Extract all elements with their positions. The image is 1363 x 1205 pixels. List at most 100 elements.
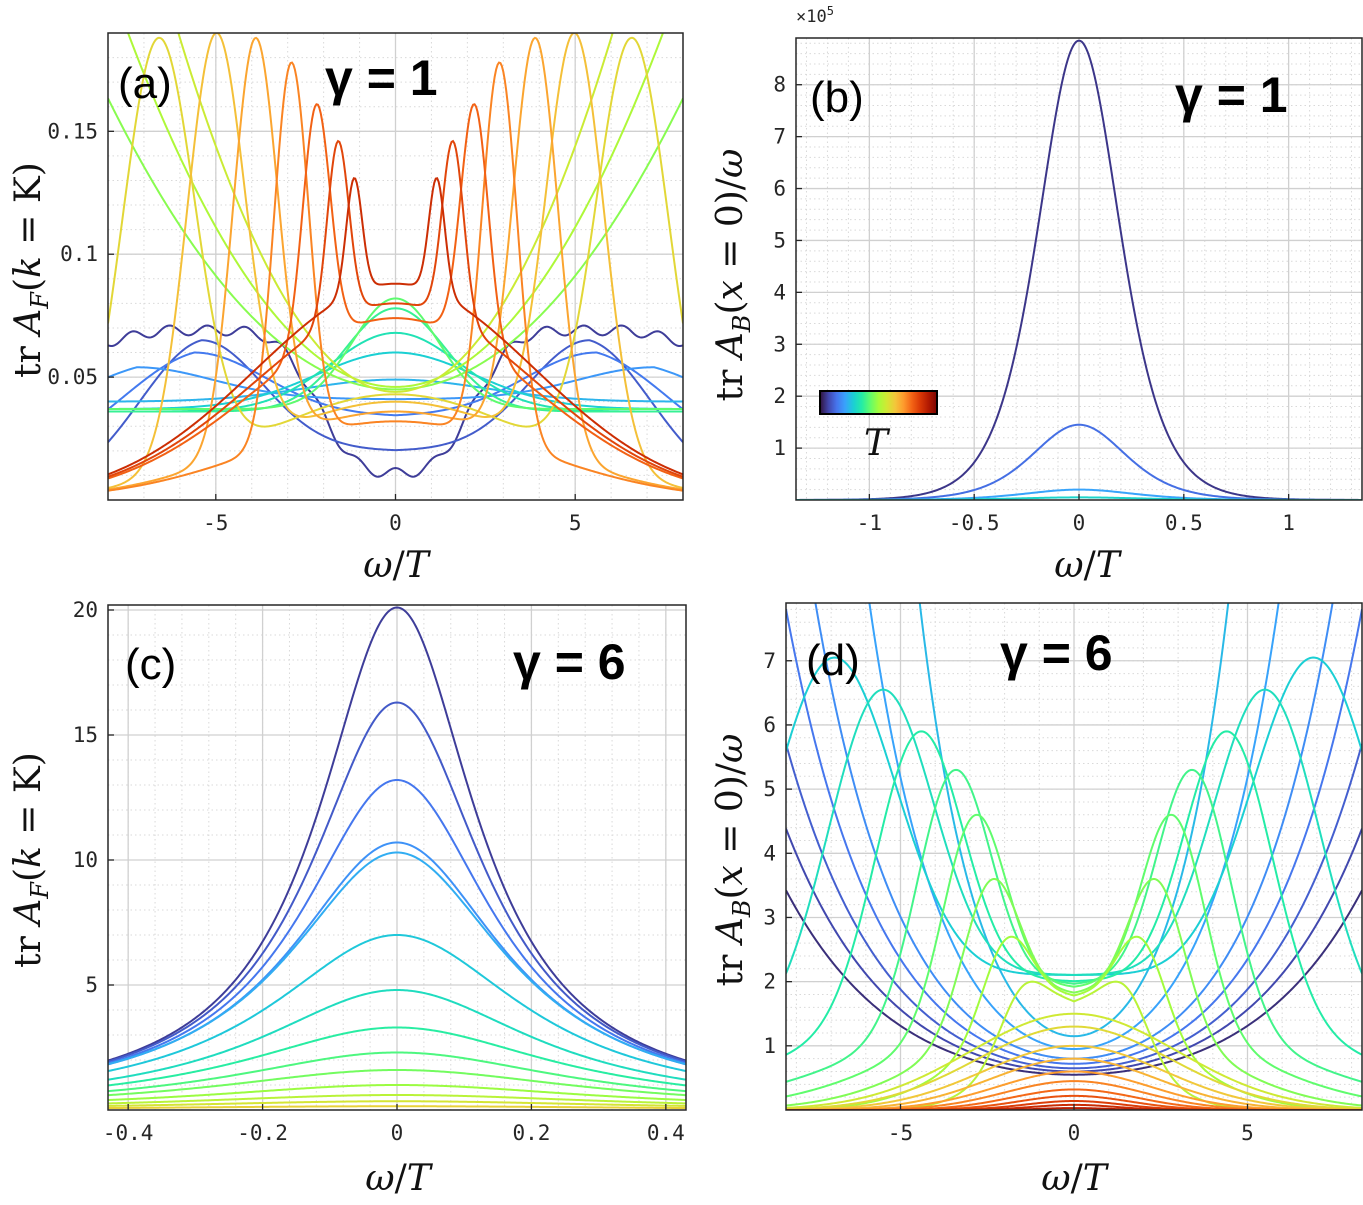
panel-label-a: (a) xyxy=(118,59,172,108)
x-tick-label: 5 xyxy=(1241,1121,1254,1145)
colorbar-label: T xyxy=(864,423,891,464)
gamma-label-c: γ = 6 xyxy=(513,634,626,690)
series-line xyxy=(108,324,683,478)
y-tick-label: 6 xyxy=(773,177,786,201)
y-multiplier-b: ×105 xyxy=(796,4,834,27)
panel-label-d: (d) xyxy=(806,636,860,685)
ylabel-a: tr AF(k = K) xyxy=(8,162,54,378)
y-tick-label: 8 xyxy=(773,73,786,97)
series-line xyxy=(108,351,683,417)
panel-d: -5 0 5 1 2 3 4 5 6 7 xyxy=(763,602,1363,1145)
panel-label-b: (b) xyxy=(810,73,864,122)
curves xyxy=(108,606,686,1110)
series-line xyxy=(108,1094,686,1105)
y-tick-label: 7 xyxy=(763,649,776,673)
x-tick-label: -0.2 xyxy=(237,1121,288,1145)
panel-label-c: (c) xyxy=(125,640,176,689)
panel-a: -5 0 5 0.05 0.1 0.15 xyxy=(47,32,684,535)
series-line xyxy=(786,1100,1362,1110)
colorbar xyxy=(819,390,938,415)
series-line xyxy=(786,1025,1362,1110)
series-line xyxy=(108,339,683,452)
gamma-label-a: γ = 1 xyxy=(325,50,438,106)
x-tick-label: -5 xyxy=(888,1121,913,1145)
series-line xyxy=(108,778,686,1065)
series-line xyxy=(786,877,1362,1107)
y-tick-label: 3 xyxy=(763,905,776,929)
series-line xyxy=(108,351,683,410)
series-line xyxy=(108,307,683,413)
y-tick-label: 5 xyxy=(763,777,776,801)
series-line xyxy=(108,851,686,1066)
y-tick-label: 2 xyxy=(773,384,786,408)
series-line xyxy=(786,1057,1362,1110)
series-line xyxy=(786,688,1362,976)
series-line xyxy=(786,768,1362,1083)
series-line xyxy=(786,609,1362,1065)
x-tick-label: 0 xyxy=(389,511,402,535)
y-tick-label: 10 xyxy=(73,848,98,872)
y-tick-label: 0.05 xyxy=(47,365,98,389)
series-line xyxy=(786,813,1362,1098)
series-line xyxy=(786,1044,1362,1110)
series-line xyxy=(108,988,686,1081)
xlabel-c: ω/T xyxy=(365,1158,434,1199)
x-tick-label: 5 xyxy=(569,511,582,535)
series-line xyxy=(108,1026,686,1087)
x-tick-label: 0 xyxy=(1068,1121,1081,1145)
x-tick-label: 0 xyxy=(391,1121,404,1145)
series-line xyxy=(868,603,1280,1051)
ylabel-b: tr AB(x = 0)/ω xyxy=(710,149,756,402)
x-tick-label: -0.4 xyxy=(103,1121,154,1145)
series-line xyxy=(786,730,1362,1056)
ylabel-c: tr AF(k = K) xyxy=(8,752,54,968)
series-line xyxy=(108,36,683,428)
series-line xyxy=(108,933,686,1073)
y-tick-label: 1 xyxy=(763,1034,776,1058)
y-tick-label: 3 xyxy=(773,332,786,356)
series-line xyxy=(108,36,683,491)
series-line xyxy=(108,61,683,492)
panel-c: -0.4 -0.2 0 0.2 0.4 5 10 15 20 xyxy=(73,598,687,1145)
x-tick-label: -0.5 xyxy=(949,511,1000,535)
series-line xyxy=(108,1051,686,1093)
xlabel-a: ω/T xyxy=(363,545,432,586)
x-tick-label: -1 xyxy=(857,511,882,535)
y-tick-label: 2 xyxy=(763,970,776,994)
y-tick-label: 5 xyxy=(773,228,786,252)
xlabel-d: ω/T xyxy=(1041,1158,1110,1199)
x-tick-label: 0.5 xyxy=(1165,511,1203,535)
y-tick-label: 5 xyxy=(85,973,98,997)
series-line xyxy=(108,177,683,476)
series-line xyxy=(108,1069,686,1097)
x-tick-label: 0.4 xyxy=(647,1121,685,1145)
y-tick-label: 20 xyxy=(73,598,98,622)
ylabel-d: tr AB(x = 0)/ω xyxy=(710,734,756,987)
y-tick-label: 1 xyxy=(773,436,786,460)
series-line xyxy=(108,378,683,403)
series-line xyxy=(126,33,665,388)
xlabel-b: ω/T xyxy=(1054,545,1123,586)
x-tick-label: 0 xyxy=(1073,511,1086,535)
series-line xyxy=(796,39,1362,500)
gamma-label-d: γ = 6 xyxy=(1000,625,1113,681)
series-line xyxy=(918,603,1230,1038)
gamma-label-b: γ = 1 xyxy=(1175,67,1288,123)
y-tick-label: 0.1 xyxy=(60,242,98,266)
y-tick-label: 0.15 xyxy=(47,119,98,143)
series-line xyxy=(108,701,686,1063)
series-line xyxy=(786,935,1362,1110)
y-tick-label: 15 xyxy=(73,723,98,747)
series-line xyxy=(108,606,686,1062)
series-line xyxy=(108,366,683,401)
series-line xyxy=(108,33,683,489)
y-tick-label: 4 xyxy=(773,280,786,304)
series-line xyxy=(786,1012,1362,1109)
y-tick-label: 7 xyxy=(773,125,786,149)
series-line xyxy=(108,297,683,411)
x-tick-label: 0.2 xyxy=(512,1121,550,1145)
series-line xyxy=(177,33,614,393)
x-tick-label: -5 xyxy=(203,511,228,535)
curves xyxy=(108,33,683,492)
